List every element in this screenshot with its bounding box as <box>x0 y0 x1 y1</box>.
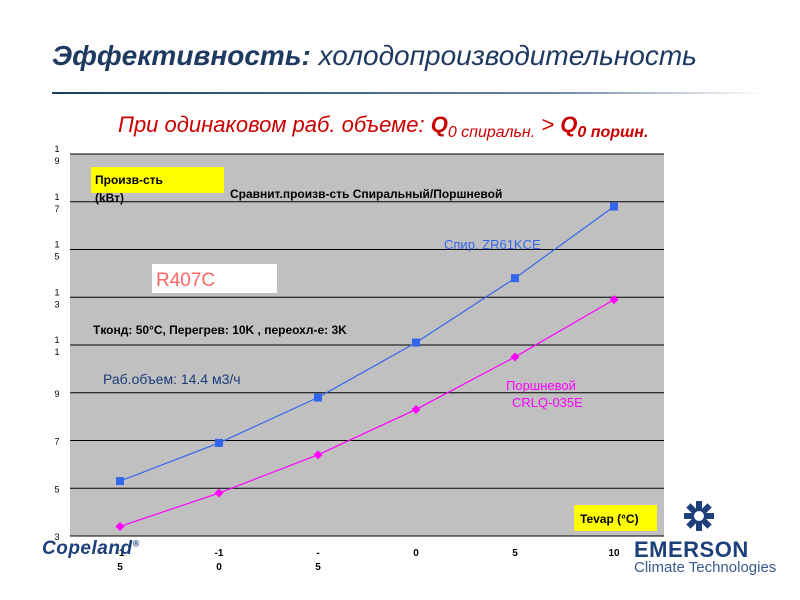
ylabel-box <box>91 167 224 193</box>
displacement-text: Раб.объем: 14.4 м3/ч <box>103 371 241 387</box>
copeland-logo: Copeland® <box>42 538 140 560</box>
data-point-piston <box>411 404 421 414</box>
x-tick-label: 10 <box>608 548 620 559</box>
x-tick-label: 0 <box>413 548 419 559</box>
chart-markers <box>115 202 619 531</box>
title-divider <box>52 92 764 94</box>
data-point-piston <box>510 352 520 362</box>
series-line-1 <box>119 299 615 528</box>
x-tick-label: -1 0 <box>215 548 224 573</box>
data-point-scroll <box>511 274 519 283</box>
emerson-mark-icon <box>684 501 714 531</box>
series-label-scroll: Спир. ZR61KCE <box>444 237 541 252</box>
ylabel-line2: (kВт) <box>95 191 124 205</box>
y-tick-label: 7 <box>54 437 59 447</box>
x-axis-ticks: -1 5 -1 0 -5 0 5 10 <box>116 548 620 573</box>
y-tick-label: 5 <box>54 484 59 494</box>
title-bold-part: Эффективность: <box>52 40 311 71</box>
copeland-wordmark: Copeland <box>42 538 133 559</box>
x-tick-label: -5 <box>315 548 321 573</box>
subtitle-q-left: Q <box>430 112 448 137</box>
data-point-piston <box>609 295 619 305</box>
data-point-piston <box>313 450 323 460</box>
data-point-piston <box>214 488 224 498</box>
xlabel-box <box>574 505 657 531</box>
refrigerant-box <box>152 264 277 293</box>
chart-gridlines <box>70 153 664 537</box>
title-rest-part: холодопроизводительность <box>310 40 697 71</box>
subtitle-prefix: При одинаковом раб. объеме: <box>118 112 431 137</box>
series-label-piston-1: Поршневой <box>506 378 576 393</box>
data-point-scroll <box>116 477 124 486</box>
data-point-scroll <box>610 202 618 211</box>
data-point-piston <box>115 521 125 531</box>
y-axis-ticks: 3 5 7 9 1 1 1 3 1 5 1 7 1 9 <box>54 144 59 542</box>
data-point-scroll <box>215 438 223 447</box>
x-tick-label: -1 5 <box>116 548 125 573</box>
data-point-scroll <box>412 338 420 347</box>
subtitle-q-right: Q <box>560 112 578 137</box>
subtitle-sub-left: 0 спиральн. <box>447 124 536 141</box>
xlabel: Tevap (°C) <box>580 512 639 526</box>
subtitle-gt: > <box>535 112 561 137</box>
chart-title: Сравнит.произв-сть Спиральный/Поршневой <box>230 187 502 201</box>
x-tick-label: 5 <box>512 548 518 559</box>
series-label-piston-2: CRLQ-035E <box>512 395 583 410</box>
y-tick-label: 3 <box>54 532 59 542</box>
series-line-0 <box>119 206 615 482</box>
ylabel-line1: Произв-сть <box>95 173 163 187</box>
conditions-text: Tконд: 50°C, Перегрев: 10K , переохл-е: … <box>93 323 347 337</box>
subtitle-sub-right: 0 поршн. <box>577 124 649 141</box>
slide-title: Эффективность: холодопроизводительность <box>52 40 697 72</box>
y-tick-label: 9 <box>54 389 59 399</box>
refrigerant-label: R407C <box>156 270 215 291</box>
emerson-tagline: Climate Technologies <box>634 559 777 576</box>
copeland-reg-mark: ® <box>132 538 140 549</box>
data-point-scroll <box>314 393 322 402</box>
slide-subtitle: При одинаковом раб. объеме: Q0 спиральн.… <box>118 112 648 142</box>
chart-series <box>119 206 615 528</box>
emerson-logo: EMERSON <box>634 537 749 562</box>
